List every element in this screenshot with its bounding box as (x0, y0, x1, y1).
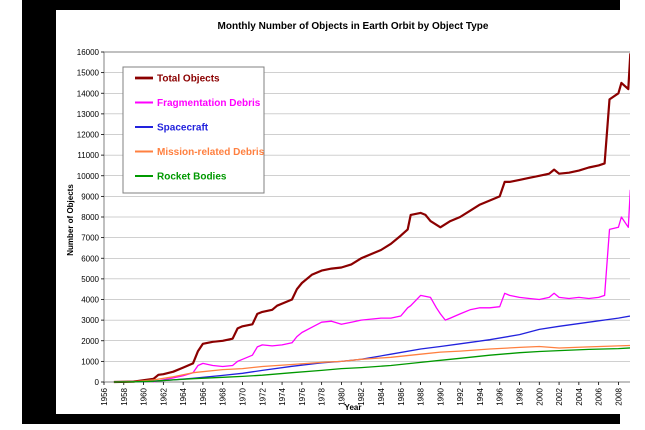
x-tick-label: 2004 (575, 387, 584, 405)
x-tick-label: 1962 (159, 387, 168, 405)
legend-label-rocket-bodies: Rocket Bodies (157, 172, 227, 183)
y-tick-label: 14000 (77, 89, 100, 98)
y-tick-label: 4000 (81, 296, 99, 305)
x-tick-label: 1986 (397, 387, 406, 405)
x-axis-ticks: 1956 1958 1960 1962 1964 1966 1968 1970 1972 1974… (100, 382, 623, 406)
y-axis-title: Number of Objects (66, 184, 75, 256)
x-tick-label: 1984 (377, 387, 386, 405)
series-line-mission-related-debris (113, 344, 630, 383)
legend-label-spacecraft: Spacecraft (157, 123, 209, 134)
y-tick-label: 3000 (81, 316, 99, 325)
y-tick-label: 10000 (77, 172, 100, 181)
x-tick-label: 1964 (179, 387, 188, 405)
x-tick-label: 1972 (258, 387, 267, 405)
x-tick-label: 1998 (516, 387, 525, 405)
y-tick-label: 5000 (81, 275, 99, 284)
x-axis-title: Year (345, 403, 362, 412)
y-axis-ticks: 0 1000 2000 3000 4000 5000 6000 7000 8000 9000 100… (77, 48, 104, 387)
y-tick-label: 16000 (77, 48, 100, 57)
x-tick-label: 1968 (219, 387, 228, 405)
x-tick-label: 1958 (120, 387, 129, 405)
y-tick-label: 6000 (81, 254, 99, 263)
x-tick-label: 1994 (476, 387, 485, 405)
x-tick-label: 1960 (140, 387, 149, 405)
x-tick-label: 1990 (436, 387, 445, 405)
series-line-total-objects (113, 53, 630, 384)
y-tick-label: 12000 (77, 131, 100, 140)
legend-label-fragmentation-debris: Fragmentation Debris (157, 98, 261, 109)
legend-label-total-objects: Total Objects (157, 74, 220, 85)
y-tick-label: 13000 (77, 110, 100, 119)
x-tick-label: 2002 (555, 387, 564, 405)
x-tick-label: 1974 (278, 387, 287, 405)
line-chart: Monthly Number of Objects in Earth Orbit… (66, 21, 630, 412)
x-tick-label: 1970 (239, 387, 248, 405)
x-tick-label: 2006 (595, 387, 604, 405)
x-tick-label: 1992 (456, 387, 465, 405)
x-tick-label: 1980 (337, 387, 346, 405)
y-tick-label: 2000 (81, 337, 99, 346)
x-tick-label: 2008 (614, 387, 623, 405)
legend: Total Objects Fragmentation Debris Spacecr… (122, 66, 265, 194)
x-tick-label: 1978 (318, 387, 327, 405)
y-tick-label: 7000 (81, 234, 99, 243)
y-tick-label: 1000 (81, 357, 99, 366)
x-tick-label: 1976 (298, 387, 307, 405)
legend-label-mission-related-debris: Mission-related Debris (157, 147, 265, 158)
x-tick-label: 2000 (535, 387, 544, 405)
chart-frame: Monthly Number of Objects in Earth Orbit… (22, 0, 630, 424)
y-tick-label: 0 (95, 378, 100, 387)
x-tick-label: 1988 (417, 387, 426, 405)
series-lines (113, 53, 630, 384)
legend-box (122, 66, 265, 194)
chart-panel: Monthly Number of Objects in Earth Orbit… (56, 10, 630, 414)
y-tick-label: 11000 (77, 151, 99, 160)
series-line-rocket-bodies (113, 347, 630, 383)
chart-title: Monthly Number of Objects in Earth Orbit… (218, 21, 489, 32)
x-tick-label: 1966 (199, 387, 208, 405)
x-tick-label: 1956 (100, 387, 109, 405)
x-tick-label: 1996 (496, 387, 505, 405)
y-tick-label: 9000 (81, 192, 99, 201)
y-tick-label: 8000 (81, 213, 99, 222)
x-tick-label: 1982 (357, 387, 366, 405)
series-line-fragmentation-debris (153, 189, 630, 383)
y-tick-label: 15000 (77, 69, 100, 78)
